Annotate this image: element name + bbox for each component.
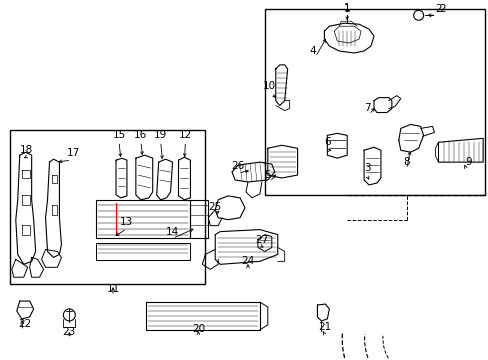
Text: 12: 12: [179, 130, 192, 140]
Text: 16: 16: [134, 130, 147, 140]
Text: 10: 10: [263, 81, 276, 91]
Text: 15: 15: [112, 130, 125, 140]
Text: 26: 26: [231, 161, 244, 171]
Text: 4: 4: [308, 46, 315, 56]
Bar: [145, 302, 259, 330]
Text: 9: 9: [464, 157, 470, 167]
Text: 2: 2: [438, 4, 445, 14]
Bar: [96, 200, 190, 238]
Text: 23: 23: [62, 327, 76, 337]
Bar: [264, 9, 484, 195]
Bar: [10, 130, 205, 284]
Text: 17: 17: [66, 148, 80, 158]
Text: 22: 22: [18, 319, 31, 329]
Text: 20: 20: [191, 324, 204, 334]
Text: 7: 7: [363, 103, 369, 113]
Text: 11: 11: [106, 284, 120, 294]
Text: 14: 14: [165, 226, 179, 237]
Text: 3: 3: [363, 163, 369, 173]
Text: 5: 5: [264, 170, 270, 180]
Bar: [96, 243, 190, 260]
Text: 6: 6: [324, 137, 330, 147]
Text: 27: 27: [255, 234, 268, 244]
Text: 18: 18: [20, 145, 33, 155]
Text: 8: 8: [403, 157, 409, 167]
Text: 21: 21: [317, 322, 330, 332]
Bar: [190, 200, 208, 238]
Text: 1: 1: [343, 3, 350, 13]
Text: 25: 25: [208, 202, 222, 212]
Text: 13: 13: [120, 217, 133, 227]
Text: 1: 1: [343, 4, 350, 14]
Text: 19: 19: [154, 130, 167, 140]
Text: 2: 2: [434, 4, 441, 14]
Text: 24: 24: [241, 256, 254, 266]
